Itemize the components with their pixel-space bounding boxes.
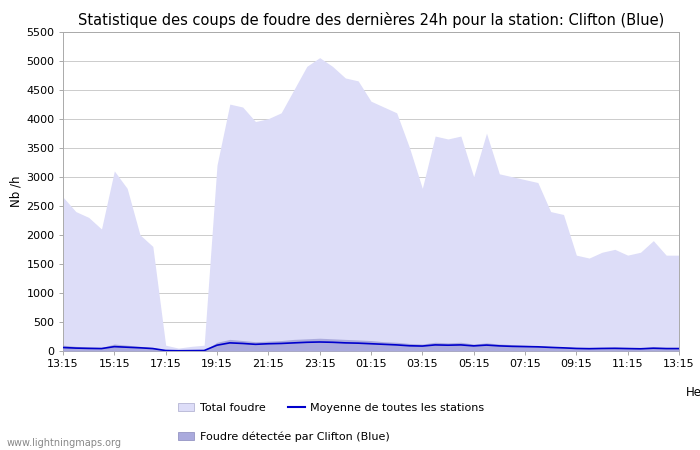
Legend: Foudre détectée par Clifton (Blue): Foudre détectée par Clifton (Blue) — [174, 427, 394, 446]
Text: www.lightningmaps.org: www.lightningmaps.org — [7, 438, 122, 448]
Y-axis label: Nb /h: Nb /h — [9, 176, 22, 207]
Text: Heure: Heure — [686, 386, 700, 399]
Title: Statistique des coups de foudre des dernières 24h pour la station: Clifton (Blue: Statistique des coups de foudre des dern… — [78, 12, 664, 27]
